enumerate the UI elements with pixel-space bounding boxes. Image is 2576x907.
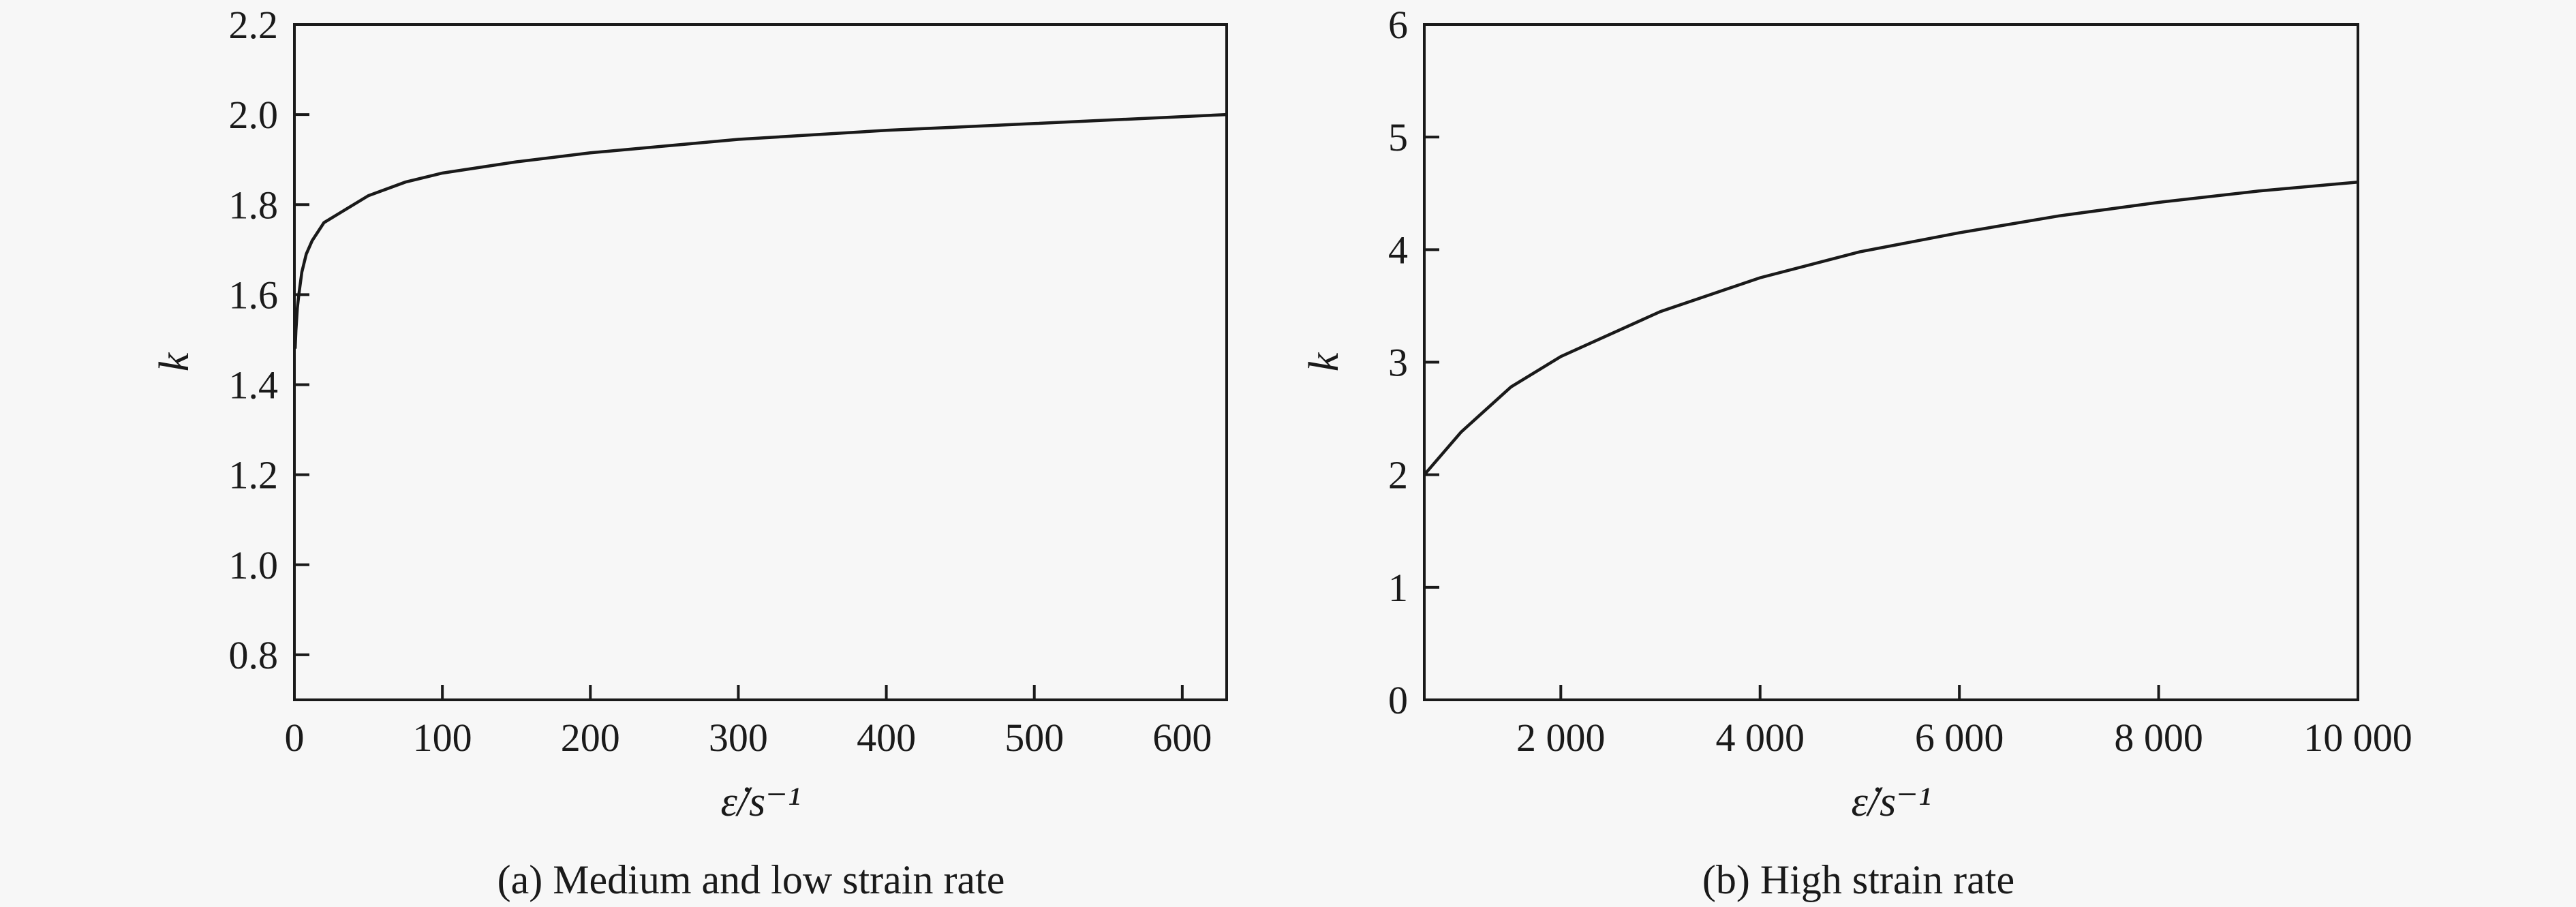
series-line xyxy=(293,112,1227,349)
y-tick-label: 1.6 xyxy=(229,273,279,317)
y-tick-label: 1 xyxy=(1388,566,1408,610)
x-tick-label: 500 xyxy=(1005,716,1064,760)
x-tick-label: 6 000 xyxy=(1915,716,2004,760)
x-tick-label: 4 000 xyxy=(1715,716,1805,760)
x-tick-label: 200 xyxy=(561,716,620,760)
y-tick-label: 0 xyxy=(1388,678,1408,722)
x-axis-title: ε̇/s⁻¹ xyxy=(720,779,800,825)
x-axis-title: ε̇/s⁻¹ xyxy=(1851,779,1931,825)
panel-b-chart: 2 000 4 000 6 000 8 000 10 000 0 1 2 3 4 5 6 k ε̇/s⁻¹… xyxy=(1301,3,2412,902)
plot-frame xyxy=(293,23,1228,701)
y-tick-label: 0.8 xyxy=(229,633,279,677)
x-tick-label: 2 000 xyxy=(1516,716,1606,760)
x-tick-label: 10 000 xyxy=(2303,716,2412,760)
x-tick-label: 300 xyxy=(709,716,768,760)
y-tick-label: 2.0 xyxy=(229,93,279,137)
y-tick-label: 2 xyxy=(1388,453,1408,497)
y-axis-title: k xyxy=(1301,352,1347,371)
y-tick-label: 2.2 xyxy=(229,3,279,47)
y-tick-label: 5 xyxy=(1388,115,1408,159)
y-tick-label: 1.2 xyxy=(229,453,279,497)
plot-frame xyxy=(1423,23,2359,701)
y-tick-label: 6 xyxy=(1388,3,1408,47)
y-tick-label: 1.4 xyxy=(229,363,279,408)
y-tick-label: 4 xyxy=(1388,228,1408,272)
panel-caption: (a) Medium and low strain rate xyxy=(497,857,1005,902)
x-tick-label: 600 xyxy=(1152,716,1212,760)
panel-a-chart: 0 100 200 300 400 500 600 0.8 1.0 1.2 1.4 1.6 1.8 2.0… xyxy=(151,3,1228,902)
y-tick-label: 1.8 xyxy=(229,183,279,227)
panel-caption: (b) High strain rate xyxy=(1702,857,2014,902)
x-tick-label: 100 xyxy=(413,716,472,760)
x-tick-label: 8 000 xyxy=(2114,716,2203,760)
y-tick-label: 1.0 xyxy=(229,543,279,587)
y-axis-title: k xyxy=(151,352,198,371)
x-tick-label: 0 xyxy=(285,716,305,760)
y-tick-label: 3 xyxy=(1388,341,1408,385)
series-line xyxy=(1423,180,2359,476)
x-tick-label: 400 xyxy=(857,716,916,760)
